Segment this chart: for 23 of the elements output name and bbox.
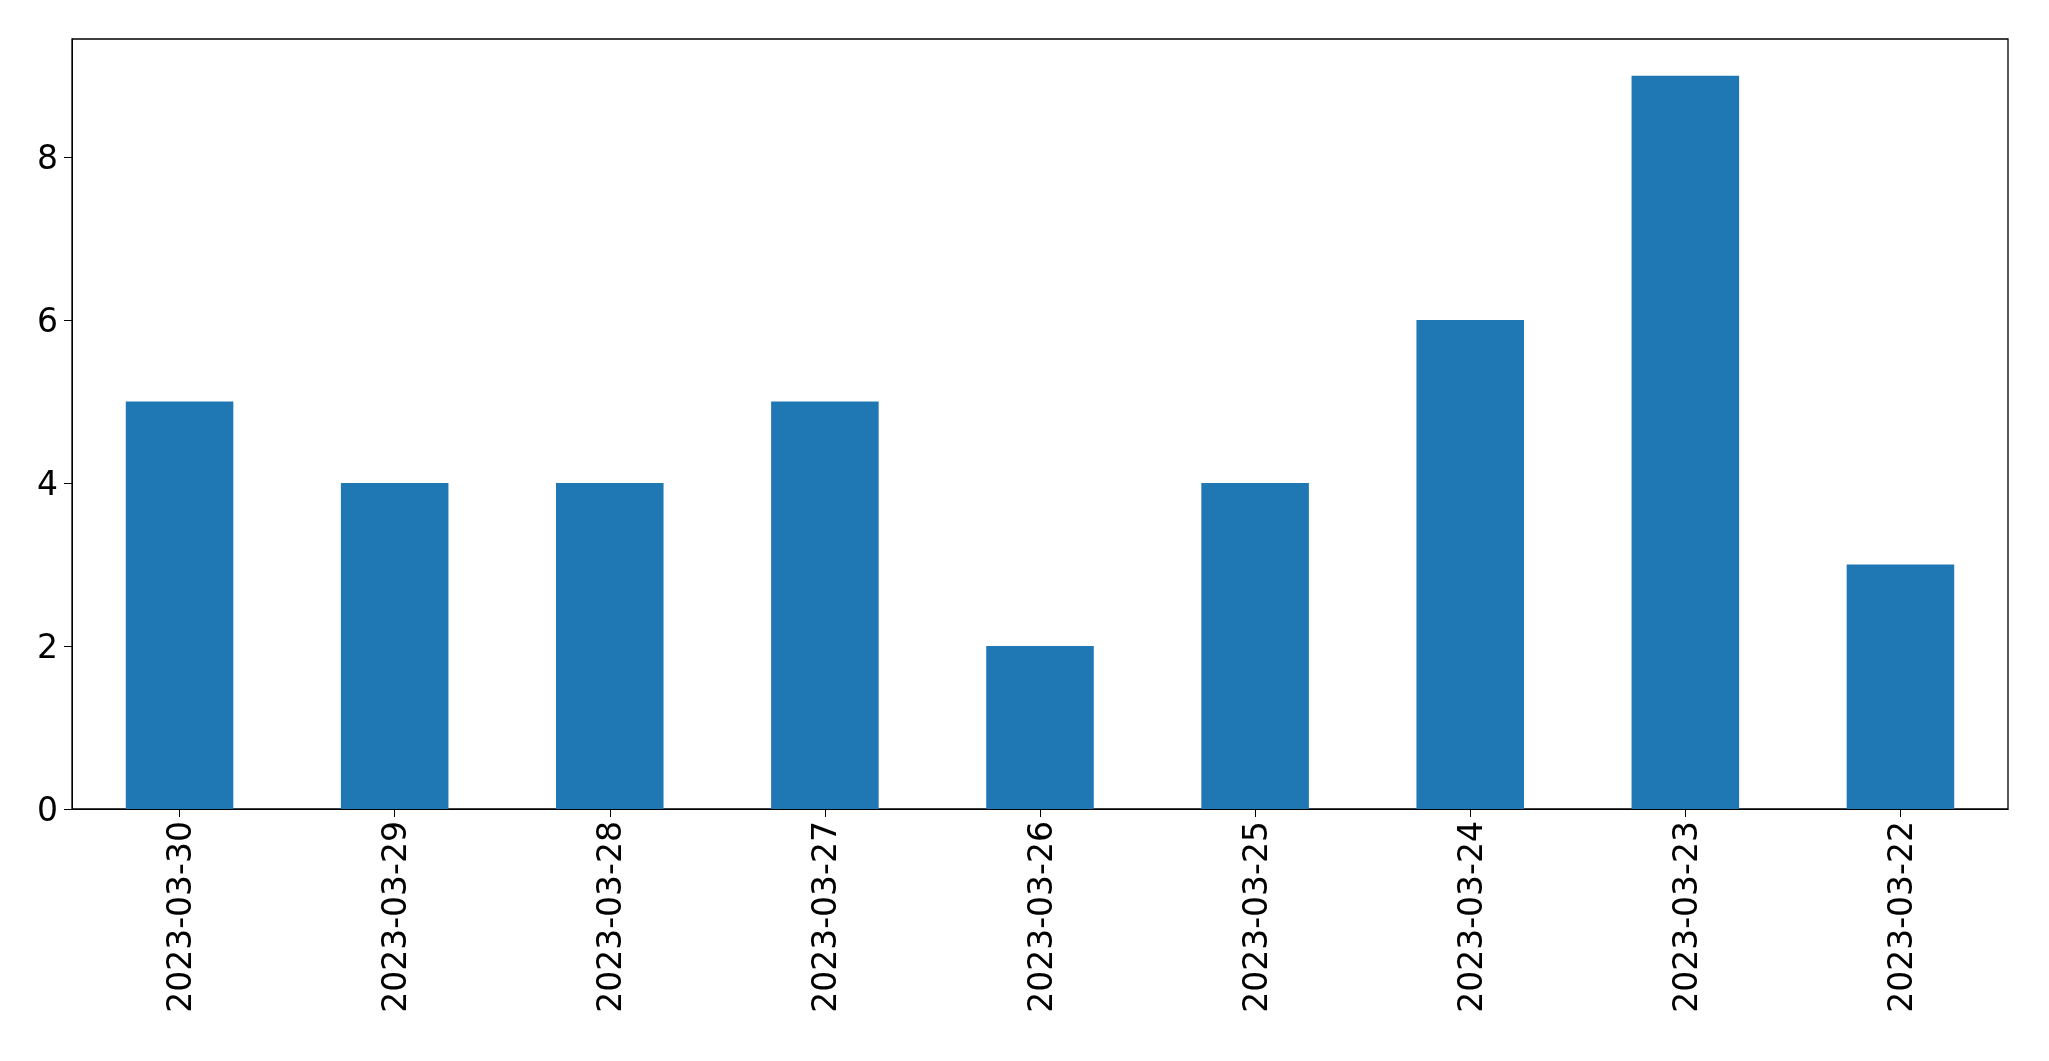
bar <box>125 401 234 809</box>
x-tick-label: 2023-03-24 <box>1450 821 1490 1013</box>
x-tick-label: 2023-03-27 <box>805 821 845 1013</box>
x-tick-label: 2023-03-23 <box>1665 821 1705 1013</box>
x-tick-label: 2023-03-25 <box>1235 821 1275 1013</box>
y-tick-label: 6 <box>37 300 58 340</box>
y-tick-label: 4 <box>37 463 58 503</box>
bar <box>1846 564 1955 809</box>
x-tick-label: 2023-03-29 <box>375 821 415 1013</box>
y-tick-label: 8 <box>37 137 58 177</box>
bar <box>556 483 664 809</box>
x-tick-label: 2023-03-30 <box>160 821 200 1013</box>
x-tick-label: 2023-03-28 <box>590 821 630 1013</box>
x-tick-label: 2023-03-22 <box>1880 821 1920 1013</box>
bar <box>1201 483 1309 809</box>
bar <box>1416 320 1524 809</box>
y-tick-label: 0 <box>37 789 58 829</box>
x-tick-label: 2023-03-26 <box>1020 821 1060 1013</box>
bar <box>340 483 449 809</box>
bar <box>1631 75 1740 809</box>
y-tick-label: 2 <box>37 626 58 666</box>
bar <box>986 646 1094 809</box>
bar <box>771 401 879 809</box>
